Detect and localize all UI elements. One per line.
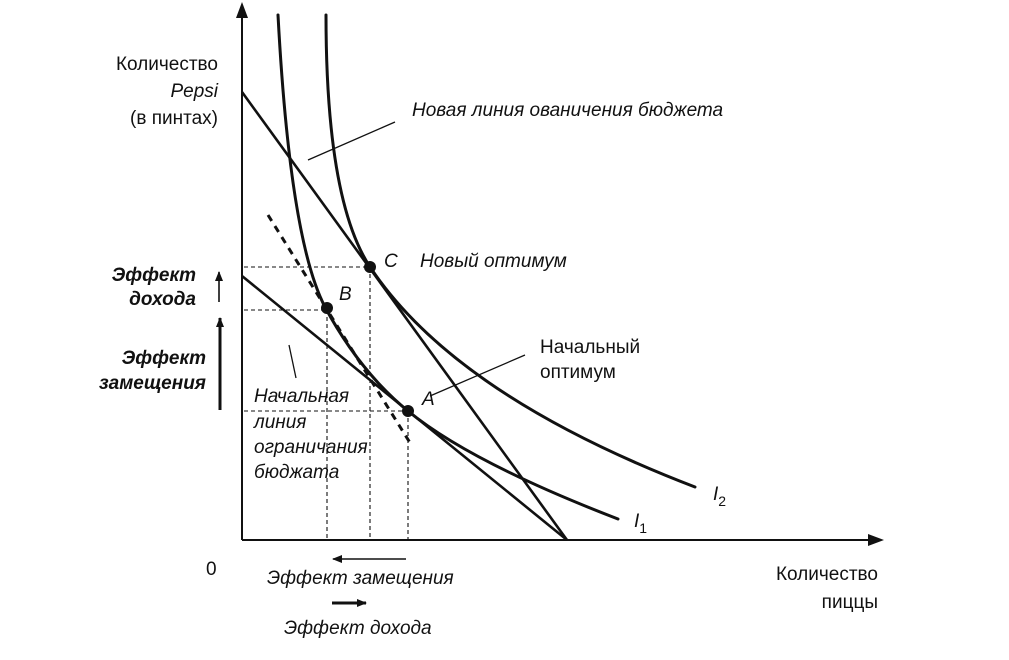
y-axis-arrow-icon (236, 2, 248, 18)
point-a-label: A (421, 389, 435, 410)
point-c-label: C (384, 251, 398, 272)
point-b-label: B (339, 284, 352, 305)
initial-optimum-line2: оптимум (540, 362, 616, 383)
initial-optimum-line1: Начальный (540, 337, 640, 358)
y-axis-label-line2: Pepsi (170, 81, 218, 102)
new-optimum-annotation: Новый оптимум (420, 251, 567, 272)
leader-new-budget (307, 121, 396, 161)
x-axis-label-line2: пиццы (822, 592, 878, 613)
initial-budget-line2: линия (253, 412, 306, 433)
origin-label: 0 (206, 559, 217, 580)
substitution-effect-y-line1: Эффект (122, 348, 206, 369)
point-c-dot (364, 261, 376, 273)
income-effect-y-line2: дохода (129, 289, 196, 310)
new-budget-line (240, 91, 569, 541)
leader-initial-budget (288, 344, 297, 379)
initial-budget-line4: бюджата (254, 462, 339, 483)
y-axis-label-line1: Количество (116, 54, 218, 75)
x-axis-label-line1: Количество (776, 564, 878, 585)
point-b-dot (321, 302, 333, 314)
indifference-curve-i1 (276, 13, 620, 521)
initial-budget-line1: Начальная (254, 386, 349, 407)
new-budget-annotation: Новая линия ованичения бюджета (412, 100, 723, 121)
substitution-effect-x-label: Эффект замещения (267, 568, 454, 589)
point-a-dot (402, 405, 414, 417)
x-axis-arrow-icon (868, 534, 884, 546)
leader-initial-optimum (429, 354, 526, 397)
income-effect-x-label: Эффект дохода (284, 618, 432, 639)
initial-budget-line3: ограничания (254, 437, 368, 458)
curve-i2-label: I2 (713, 484, 726, 509)
y-axis-label-line3: (в пинтах) (130, 108, 218, 129)
curve-i1-label: I1 (634, 511, 647, 536)
indifference-curve-i2 (324, 13, 697, 489)
income-effect-y-line1: Эффект (112, 265, 196, 286)
substitution-effect-y-line2: замещения (99, 373, 206, 394)
